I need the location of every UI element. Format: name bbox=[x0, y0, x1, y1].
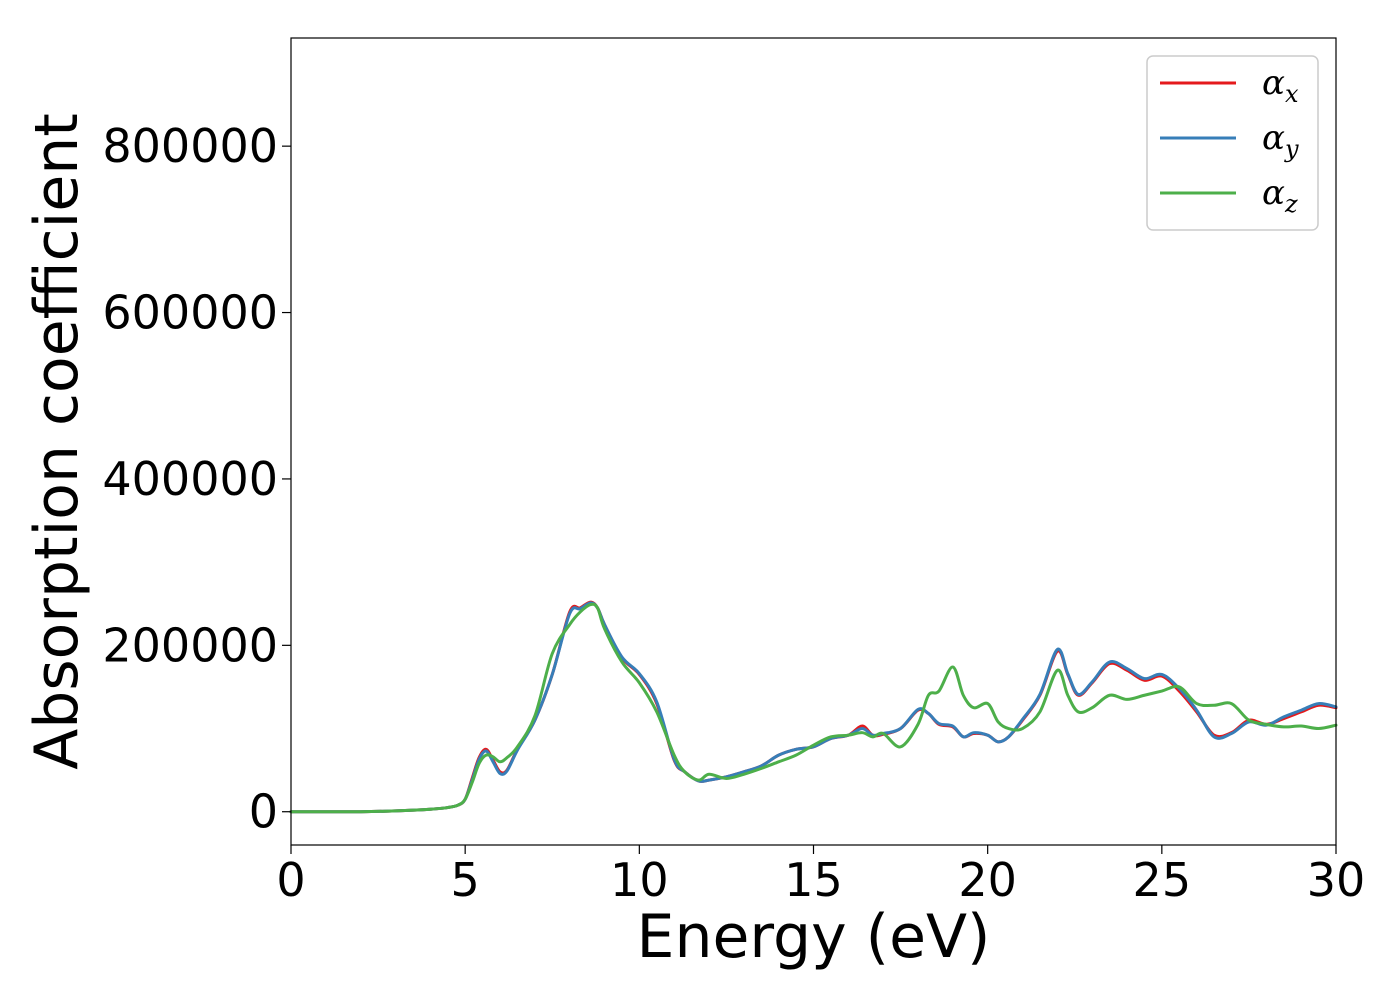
x-tick-label: 0 bbox=[276, 853, 305, 907]
x-axis-ticks: 0 5 10 15 20 25 30 bbox=[276, 845, 1365, 907]
legend-label-z: αz bbox=[1262, 173, 1298, 218]
x-tick-label: 30 bbox=[1307, 853, 1366, 907]
x-tick-label: 25 bbox=[1133, 853, 1192, 907]
y-tick-label: 800000 bbox=[102, 119, 278, 173]
y-tick-label: 0 bbox=[249, 785, 278, 839]
x-tick-label: 10 bbox=[610, 853, 669, 907]
y-tick-label: 400000 bbox=[102, 452, 278, 506]
legend-label-x: αx bbox=[1262, 63, 1299, 108]
series-lines bbox=[289, 600, 1338, 814]
x-tick-label: 5 bbox=[451, 853, 480, 907]
x-axis-title: Energy (eV) bbox=[637, 902, 991, 972]
series-line-z bbox=[289, 602, 1338, 814]
y-tick-label: 200000 bbox=[102, 618, 278, 672]
y-tick-label: 600000 bbox=[102, 286, 278, 340]
y-axis-title: Absorption coefficient bbox=[22, 113, 92, 770]
legend: αx αy αz bbox=[1146, 55, 1319, 231]
legend-frame bbox=[1146, 55, 1319, 231]
x-tick-label: 20 bbox=[958, 853, 1017, 907]
series-line-y bbox=[289, 601, 1338, 814]
legend-label-y: αy bbox=[1262, 118, 1299, 163]
y-axis-ticks: 0 200000 400000 600000 800000 bbox=[102, 119, 291, 839]
x-tick-label: 15 bbox=[784, 853, 843, 907]
